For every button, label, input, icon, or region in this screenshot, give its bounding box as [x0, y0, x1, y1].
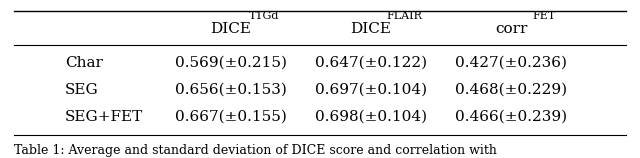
Text: 0.466(±0.239): 0.466(±0.239) [455, 110, 567, 124]
Text: FLAIR: FLAIR [386, 11, 422, 21]
Text: corr: corr [495, 22, 527, 36]
Text: SEG+FET: SEG+FET [65, 110, 143, 124]
Text: 0.647(±0.122): 0.647(±0.122) [315, 56, 427, 70]
Text: 0.468(±0.229): 0.468(±0.229) [455, 83, 567, 97]
Text: Char: Char [65, 56, 103, 70]
Text: DICE: DICE [211, 22, 252, 36]
Text: FET: FET [532, 11, 556, 21]
Text: 0.698(±0.104): 0.698(±0.104) [315, 110, 427, 124]
Text: 0.656(±0.153): 0.656(±0.153) [175, 83, 287, 97]
Text: T1Gd: T1Gd [249, 11, 279, 21]
Text: Table 1: Average and standard deviation of DICE score and correlation with: Table 1: Average and standard deviation … [14, 144, 497, 157]
Text: SEG: SEG [65, 83, 99, 97]
Text: DICE: DICE [351, 22, 392, 36]
Text: 0.697(±0.104): 0.697(±0.104) [315, 83, 427, 97]
Text: 0.667(±0.155): 0.667(±0.155) [175, 110, 287, 124]
Text: 0.569(±0.215): 0.569(±0.215) [175, 56, 287, 70]
Text: 0.427(±0.236): 0.427(±0.236) [455, 56, 567, 70]
